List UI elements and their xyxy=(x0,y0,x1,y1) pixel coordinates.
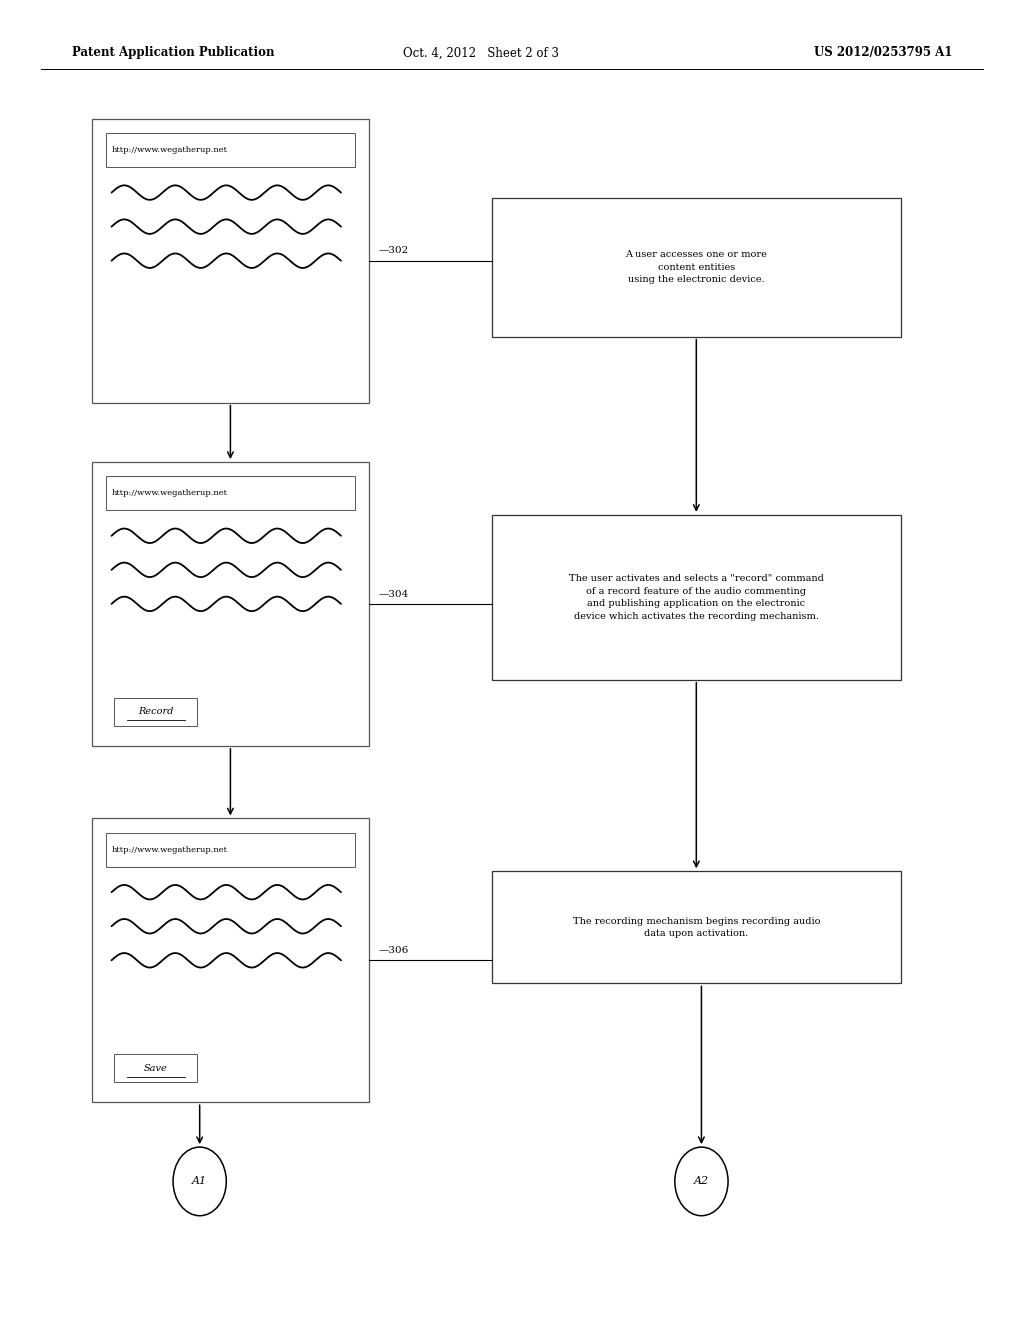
Bar xyxy=(92,818,369,1102)
Text: The user activates and selects a "record" command
of a record feature of the aud: The user activates and selects a "record… xyxy=(569,574,823,620)
Text: http://www.wegatherup.net: http://www.wegatherup.net xyxy=(113,846,228,854)
Bar xyxy=(106,477,355,511)
Bar xyxy=(115,1053,198,1082)
Text: A1: A1 xyxy=(193,1176,207,1187)
Text: The recording mechanism begins recording audio
data upon activation.: The recording mechanism begins recording… xyxy=(572,916,820,939)
Text: —306: —306 xyxy=(379,946,410,956)
Text: Oct. 4, 2012   Sheet 2 of 3: Oct. 4, 2012 Sheet 2 of 3 xyxy=(403,46,559,59)
Bar xyxy=(492,515,901,680)
Text: Record: Record xyxy=(138,708,173,717)
Text: A user accesses one or more
content entities
using the electronic device.: A user accesses one or more content enti… xyxy=(626,251,767,284)
Text: Patent Application Publication: Patent Application Publication xyxy=(72,46,274,59)
Bar xyxy=(92,462,369,746)
Bar xyxy=(492,871,901,983)
Bar xyxy=(115,697,198,726)
Text: A2: A2 xyxy=(694,1176,709,1187)
Bar xyxy=(106,833,355,867)
Bar xyxy=(492,198,901,337)
Text: http://www.wegatherup.net: http://www.wegatherup.net xyxy=(113,147,228,154)
Bar xyxy=(106,133,355,168)
Text: Save: Save xyxy=(144,1064,168,1073)
Text: —302: —302 xyxy=(379,247,410,256)
Text: US 2012/0253795 A1: US 2012/0253795 A1 xyxy=(814,46,952,59)
Text: http://www.wegatherup.net: http://www.wegatherup.net xyxy=(113,490,228,498)
Bar xyxy=(92,119,369,403)
Text: —304: —304 xyxy=(379,590,410,599)
